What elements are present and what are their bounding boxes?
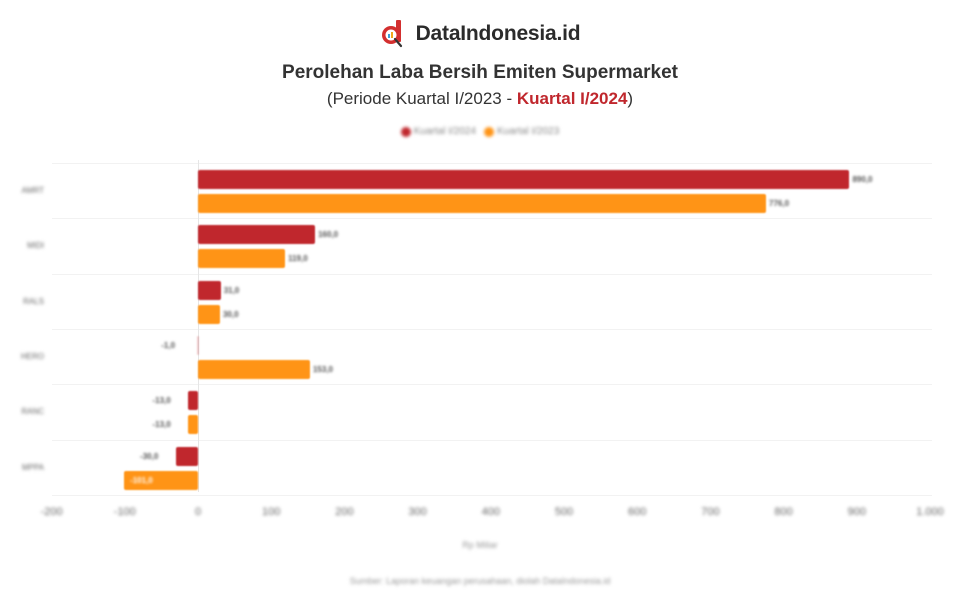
bar-value-label: 30,0 [222,309,239,319]
x-tick-label: 100 [262,506,281,518]
bar-amrt-q1-2023[interactable] [198,194,767,213]
grid-line [52,494,932,496]
category-label: AMRT [21,186,44,195]
x-tick-label: 400 [481,506,500,518]
category-label: MIDI [27,241,44,251]
subtitle-suffix: ) [627,89,634,108]
bar-value-label: 119,0 [288,254,308,264]
x-tick-label: 0 [194,506,202,518]
bar-mppa-q1-2024[interactable] [176,446,198,466]
x-tick-label: 300 [408,506,427,518]
bar-value-label: -101,0 [130,475,153,485]
legend-label: Kuartal I/2023 [497,126,560,137]
bar-amrt-q1-2024[interactable] [198,170,850,189]
category-label: RANC [21,407,44,417]
bar-rals-q1-2023[interactable] [198,304,220,324]
grid-line [52,439,932,441]
x-axis-label: Rp Miliar [462,540,498,550]
bar-ranc-q1-2023[interactable] [188,415,198,435]
x-tick-label: 800 [774,506,793,518]
subtitle-prefix: (Periode Kuartal I/2023 - [326,89,517,108]
bar-value-label: 160,0 [318,230,339,240]
legend-marker-icon [400,126,411,137]
legend-item[interactable]: Kuartal I/2024 [400,126,476,137]
bar-value-label: -1,0 [161,340,176,350]
bar-value-label: 31,0 [223,285,240,295]
brand-header: DataIndonesia.id [0,20,960,48]
source-note: Sumber: Laporan keuangan perusahaan, dio… [349,576,611,586]
bar-value-label: -30,0 [140,451,159,461]
bar-value-label: 890,0 [852,175,873,184]
grid-line [52,218,932,220]
bar-value-label: -13,0 [152,420,171,430]
grid-line [52,273,932,275]
bar-hero-q1-2023[interactable] [198,359,310,379]
plot-area: AMRT 890,0 776,0 MIDI 160,0 119,0 RALS 31,0 30,0… [21,160,932,496]
category-label: HERO [20,351,44,361]
legend-item[interactable]: Kuartal I/2023 [484,126,559,137]
chart-subtitle: (Periode Kuartal I/2023 - Kuartal I/2024… [0,89,960,109]
chart-legend: Kuartal I/2024 Kuartal I/2023 [0,126,960,137]
grid-line [52,328,932,330]
x-tick-label: 200 [335,506,354,518]
bar-hero-q1-2024[interactable] [197,335,200,355]
zero-axis-line [198,160,199,492]
brand-name: DataIndonesia.id [415,22,581,45]
bar-midi-q1-2024[interactable] [198,225,316,245]
x-tick-label: -100 [113,506,136,518]
dataindonesia-logo-icon [380,20,406,48]
bar-value-label: 776,0 [769,199,790,208]
chart-title: Perolehan Laba Bersih Emiten Supermarket [282,62,678,83]
category-label: MPPA [21,462,44,472]
x-tick-label: 700 [701,506,720,518]
x-tick-label: 600 [628,506,647,518]
legend-marker-icon [484,126,494,137]
bar-mppa-q1-2023[interactable] [124,470,198,490]
grid-line [52,384,932,386]
subtitle-highlight: Kuartal I/2024 [516,89,628,108]
category-label: RALS [23,296,44,306]
x-tick-label: 500 [554,506,574,518]
bar-rals-q1-2024[interactable] [198,280,221,300]
x-tick-label: -200 [40,506,63,518]
x-tick-label: 1.000 [916,506,944,518]
bar-value-label: -13,0 [152,396,171,406]
grid-line [52,163,932,164]
bar-value-label: 153,0 [312,364,334,374]
legend-label: Kuartal I/2024 [413,126,476,137]
bar-midi-q1-2023[interactable] [198,249,286,269]
x-tick-label: 900 [847,506,866,518]
bar-ranc-q1-2024[interactable] [188,391,198,411]
